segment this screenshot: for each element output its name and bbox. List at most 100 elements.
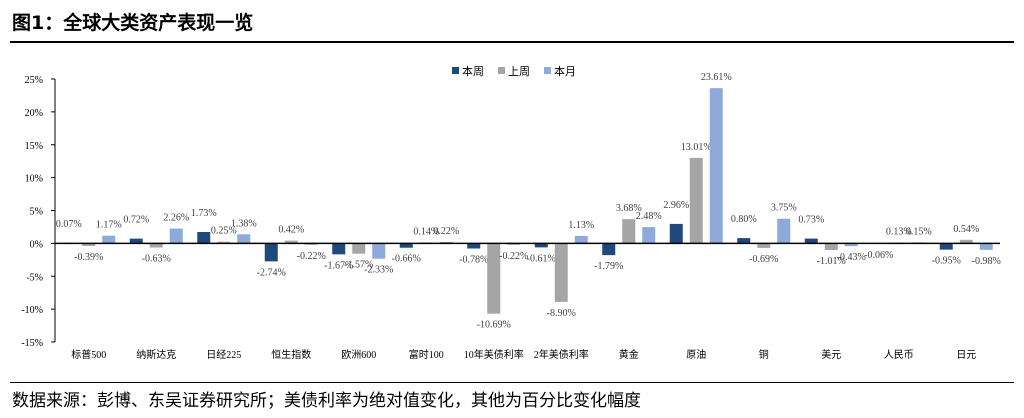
data-label: 0.15% (906, 226, 932, 237)
bar-0 (399, 243, 413, 248)
bar-1 (352, 243, 366, 254)
data-label: -0.95% (932, 256, 961, 267)
category-label: 恒生指数 (271, 348, 311, 361)
bar-0 (669, 223, 683, 244)
bar-1 (824, 243, 838, 251)
source-divider (10, 382, 1014, 383)
category-label: 标普500 (71, 348, 106, 361)
category-label: 人民币 (884, 349, 914, 361)
category-label: 铜 (759, 349, 769, 361)
legend-label: 本月 (554, 64, 576, 78)
bar-1 (689, 157, 703, 244)
data-label: 1.13% (568, 220, 594, 231)
category-label: 10年美债利率 (464, 348, 524, 361)
bar-1 (82, 243, 96, 246)
y-tick-label: 25% (25, 75, 43, 86)
legend-swatch (544, 67, 551, 74)
bar-0 (534, 243, 548, 248)
data-label: -8.90% (547, 308, 576, 319)
bar-2 (777, 218, 791, 244)
data-label: -10.69% (477, 320, 511, 331)
data-label: 23.61% (701, 72, 732, 83)
bar-1 (217, 241, 231, 244)
data-label: 0.42% (278, 225, 304, 236)
bar-2 (844, 243, 858, 247)
data-label: -1.57% (344, 260, 373, 271)
bar-0 (197, 232, 211, 244)
bar-0 (804, 238, 818, 244)
y-tick-label: -5% (26, 272, 43, 283)
data-label: -0.61% (527, 253, 556, 264)
bar-1 (959, 239, 973, 244)
bar-0 (467, 243, 481, 249)
bar-1 (284, 240, 298, 244)
data-label: 3.75% (771, 203, 797, 214)
legend-label: 本周 (462, 64, 484, 78)
data-label: -2.74% (257, 267, 286, 278)
data-label: 0.54% (953, 224, 979, 235)
y-tick-label: 10% (25, 174, 43, 185)
data-label: -1.67% (324, 260, 353, 271)
category-label: 美元 (821, 348, 841, 361)
title-divider (10, 41, 1014, 43)
data-label: -0.63% (142, 254, 171, 265)
source-note: 数据来源：彭博、东吴证券研究所；美债利率为绝对值变化，其他为百分比变化幅度 (12, 391, 641, 411)
y-tick-label: 20% (25, 108, 43, 119)
data-label: -1.01% (817, 256, 846, 267)
y-tick-label: 15% (25, 141, 43, 152)
category-label: 黄金 (619, 348, 639, 361)
data-label: -0.69% (749, 254, 778, 265)
data-label: 0.80% (731, 214, 757, 225)
bar-2 (169, 228, 183, 244)
bar-0 (602, 243, 616, 256)
category-label: 纳斯达克 (136, 348, 176, 361)
data-label: 2.48% (636, 211, 662, 222)
data-label: 0.14% (413, 226, 439, 237)
data-label: -0.78% (459, 255, 488, 266)
data-label: -0.66% (392, 254, 421, 265)
y-tick-label: -15% (21, 338, 43, 349)
data-label: 13.01% (681, 142, 712, 153)
category-label: 2年美债利率 (534, 348, 589, 361)
bar-0 (737, 238, 751, 244)
category-label: 日经225 (206, 348, 241, 361)
bar-0 (939, 243, 953, 250)
bar-1 (487, 243, 501, 314)
figure-title: 图1：全球大类资产表现一览 (12, 12, 254, 34)
bar-1 (622, 219, 636, 244)
data-label: 0.73% (798, 215, 824, 226)
bar-2 (102, 235, 116, 244)
bar-2 (709, 88, 723, 244)
category-label: 欧洲600 (341, 349, 376, 361)
legend-swatch (498, 67, 505, 74)
category-label: 富时100 (409, 348, 444, 361)
data-label: 0.22% (433, 226, 459, 237)
data-label: 3.68% (616, 203, 642, 214)
bar-1 (149, 243, 163, 248)
bar-0 (129, 238, 143, 244)
data-label: -0.06% (864, 250, 893, 261)
y-tick-label: 0% (30, 239, 43, 250)
data-label: -0.43% (837, 252, 866, 263)
data-label: 0.13% (886, 227, 912, 238)
bar-1 (757, 243, 771, 248)
bar-2 (979, 243, 993, 250)
data-label: 2.96% (663, 200, 689, 211)
y-tick-label: -10% (21, 305, 43, 316)
data-label: 0.07% (56, 219, 82, 230)
legend-swatch (452, 67, 459, 74)
data-label: -1.79% (594, 261, 623, 272)
bar-chart: -15% -10% -5% 0% 5% 10% 15% 20% 25% 标普500 0.07% -0.… (21, 64, 1001, 361)
data-label: -0.98% (972, 256, 1001, 267)
data-label: -0.39% (74, 252, 103, 263)
data-label: 0.72% (123, 215, 149, 226)
data-label: 1.38% (231, 218, 257, 229)
bar-2 (574, 235, 588, 244)
category-label: 日元 (956, 350, 976, 361)
bar-2 (237, 234, 251, 244)
data-label: 0.25% (211, 226, 237, 237)
y-tick-label: 5% (30, 207, 43, 218)
data-label: 2.26% (163, 213, 189, 224)
bar-0 (332, 243, 346, 255)
bar-2 (642, 227, 656, 244)
